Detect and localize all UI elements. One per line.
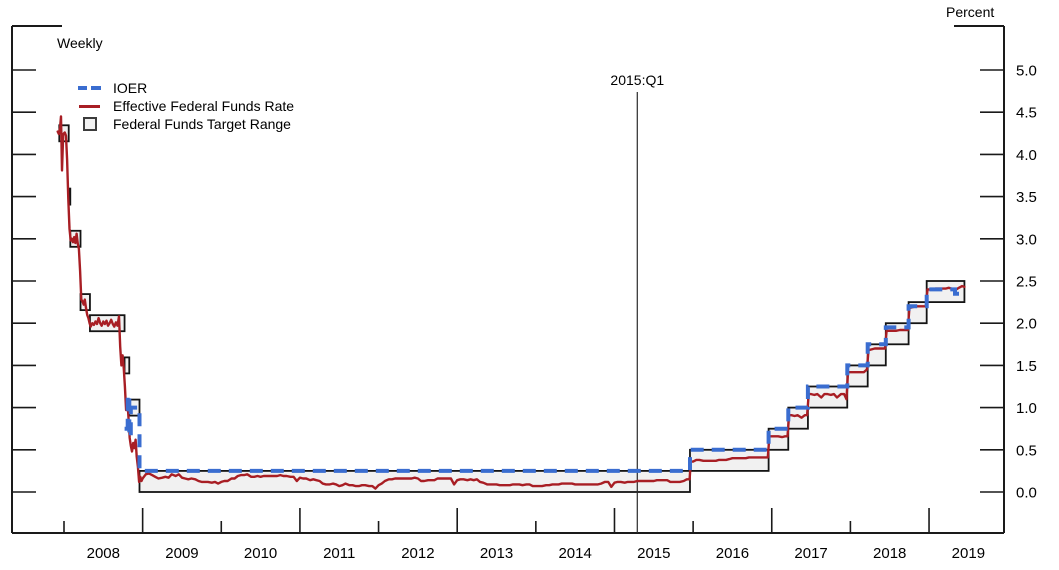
target-range-box [807,385,849,409]
y-tick-label: 3.5 [1016,189,1037,206]
x-year-label: 2010 [244,545,277,562]
legend-effr-label: Effective Federal Funds Rate [113,98,295,114]
ioer-dashed-line-sample [78,86,101,90]
frequency-label: Weekly [57,35,103,51]
legend-target-range-label: Federal Funds Target Range [113,116,291,132]
target-range-box [925,280,966,304]
y-tick-label: 4.0 [1016,147,1037,164]
x-year-label: 2016 [716,545,749,562]
effr-line-sample [78,104,101,108]
legend-ioer-label: IOER [113,80,148,96]
x-year-label: 2012 [401,545,434,562]
effr-line [56,115,966,490]
y-tick-label: 2.0 [1016,316,1037,333]
y-tick-label: 1.5 [1016,358,1037,375]
x-year-label: 2011 [323,545,355,562]
ioer-line [124,287,965,473]
y-tick-label: 0.0 [1016,485,1037,502]
y-tick-label: 1.0 [1016,400,1037,417]
x-year-label: 2009 [165,545,198,562]
y-tick-label: 4.5 [1016,105,1037,122]
target-range-box [787,406,809,430]
target-range-box [846,364,869,388]
legend: IOER Effective Federal Funds Rate Federa… [78,80,295,132]
x-year-label: 2014 [558,545,591,562]
axis-frame [11,25,1005,534]
y-axis-unit-label: Percent [946,4,995,20]
target-range-box [767,427,790,451]
x-year-label: 2018 [873,545,906,562]
legend-item-target-range: Federal Funds Target Range [78,116,294,132]
y-tick-label: 5.0 [1016,63,1037,80]
annotation-2015q1-label: 2015:Q1 [610,72,665,88]
x-year-label: 2013 [480,545,513,562]
legend-item-ioer: IOER [78,80,294,96]
x-year-label: 2008 [87,545,120,562]
target-range-box-sample [78,117,101,131]
y-tick-label: 3.0 [1016,231,1037,248]
x-year-label: 2015 [637,545,670,562]
x-year-label: 2019 [952,545,985,562]
y-tick-label: 0.5 [1016,442,1037,459]
y-tick-label: 2.5 [1016,274,1037,291]
legend-item-effr: Effective Federal Funds Rate [78,98,295,114]
x-year-label: 2017 [794,545,827,562]
target-range-box [123,356,131,375]
